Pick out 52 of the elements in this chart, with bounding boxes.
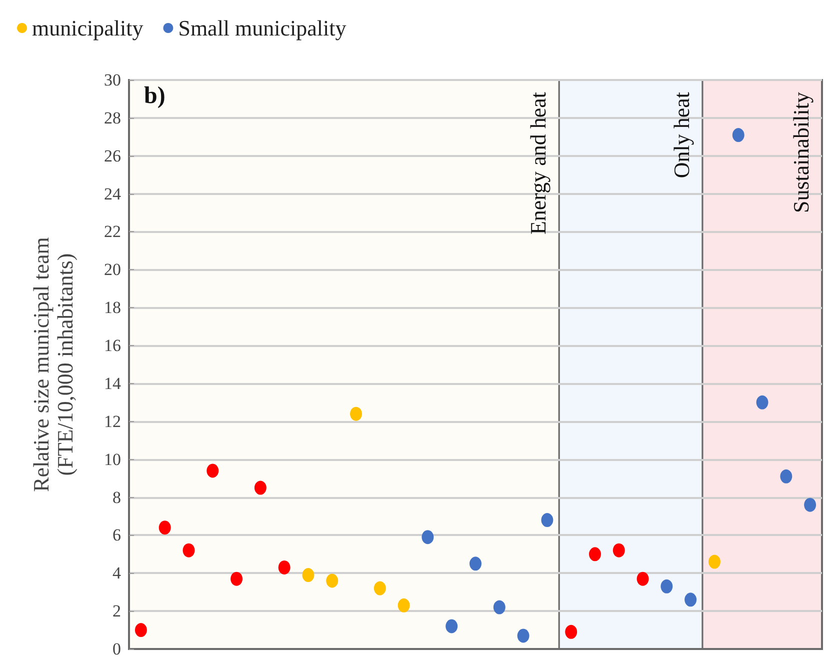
annotation: Only heat (669, 92, 694, 178)
point (684, 592, 697, 607)
y-axis-title: Relative size municipal team (FTE/10,000 inhabitants) (28, 237, 78, 492)
y-tick-label: 4 (112, 564, 122, 583)
y-tick-label: 26 (104, 146, 121, 166)
point (541, 513, 554, 528)
y-tick-label: 8 (112, 488, 121, 507)
y-tick-label: 2 (112, 602, 121, 621)
annotation: b) (144, 83, 166, 109)
y-tick-label: 18 (104, 298, 121, 318)
point (230, 572, 243, 586)
point (756, 395, 768, 410)
point (350, 406, 362, 421)
point (517, 628, 530, 643)
point (470, 556, 482, 571)
point (182, 543, 195, 558)
point (660, 579, 673, 594)
point (206, 464, 219, 478)
point (326, 574, 338, 588)
legend-label: Small municipality (178, 16, 346, 40)
point (278, 560, 290, 574)
point (446, 619, 458, 634)
legend-label: municipality (32, 16, 144, 40)
y-tick-label: 28 (104, 108, 121, 128)
point (302, 568, 314, 582)
y-tick-label: 10 (104, 450, 121, 469)
y-tick-label: 16 (104, 336, 121, 356)
y-tick-label: 14 (104, 374, 122, 393)
annotation: Energy and heat (526, 92, 551, 235)
point (158, 520, 171, 535)
point (732, 128, 744, 142)
y-tick-label: 6 (112, 526, 121, 545)
point (398, 598, 410, 612)
point (422, 530, 434, 544)
point (493, 600, 506, 614)
point (636, 572, 649, 586)
point (134, 623, 147, 638)
point (254, 480, 266, 495)
point (612, 543, 625, 558)
point (374, 581, 386, 596)
point (780, 469, 792, 484)
y-tick-label: 0 (112, 640, 121, 658)
point (708, 554, 720, 569)
y-tick-label: 30 (104, 70, 121, 90)
y-tick-label: 12 (104, 412, 121, 431)
point (588, 547, 601, 562)
point (804, 498, 816, 512)
y-tick-label: 20 (104, 260, 121, 280)
annotation: Sustainability (788, 92, 814, 213)
point (565, 624, 578, 639)
y-tick-label: 22 (104, 222, 121, 242)
y-tick-label: 24 (104, 184, 122, 204)
